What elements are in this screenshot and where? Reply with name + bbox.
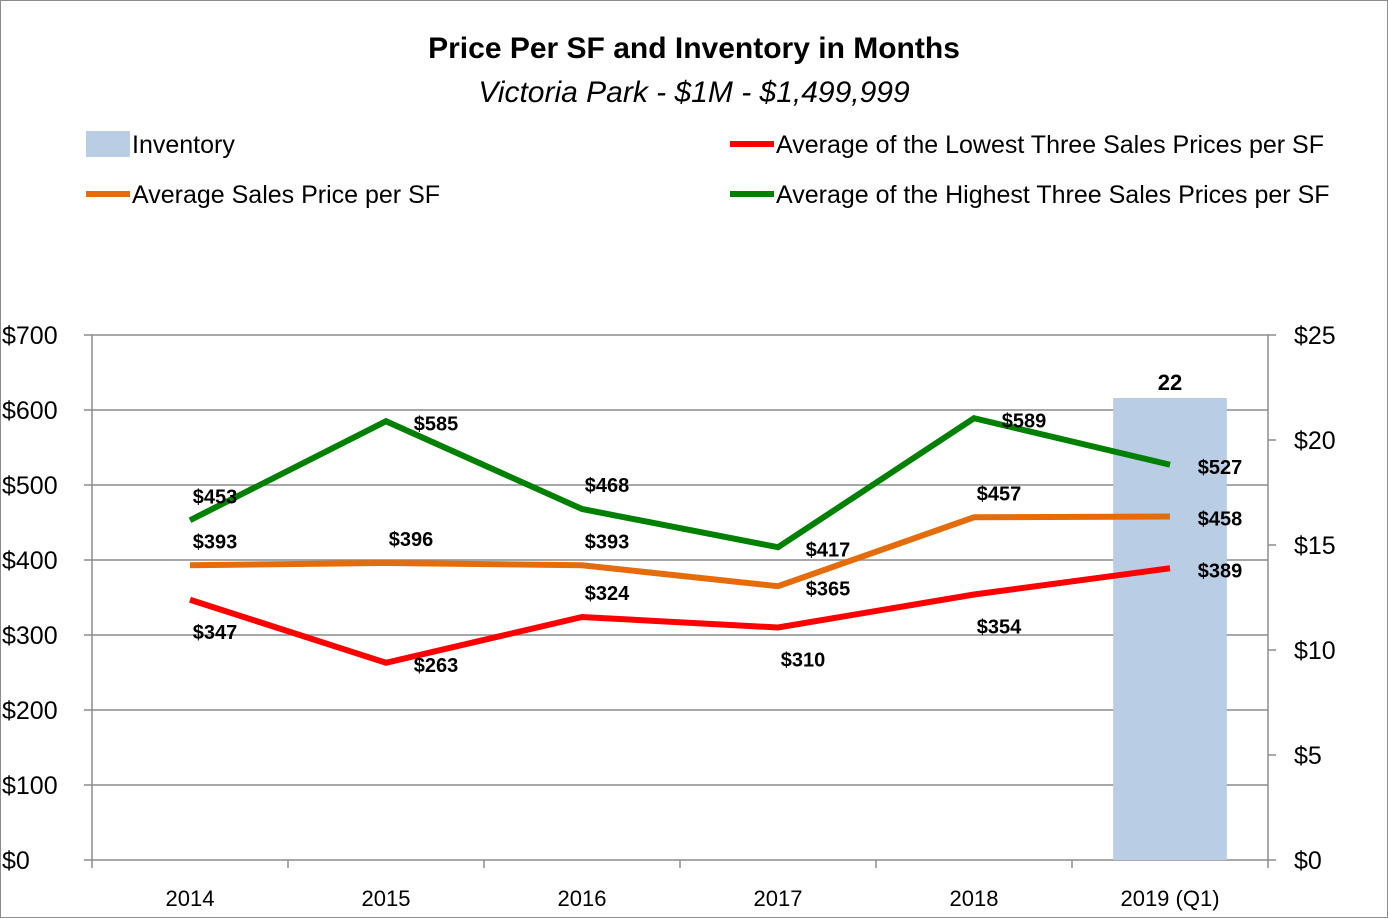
y-right-tick-label: $5 [1294,742,1322,770]
y-left-tick-label: $700 [2,322,58,350]
data-label: $263 [414,655,459,677]
y-left-tick-label: $600 [2,397,58,425]
y-right-tick-label: $0 [1294,847,1322,875]
legend-swatch-inventory [86,131,130,157]
data-label: $354 [977,617,1022,639]
y-left-tick-label: $300 [2,622,58,650]
data-label: $365 [806,578,851,600]
legend-label: Average of the Highest Three Sales Price… [776,181,1330,209]
y-left-tick-label: $500 [2,472,58,500]
data-label: $417 [806,539,851,561]
data-label: $393 [585,531,630,553]
x-tick-label: 2019 (Q1) [1120,886,1219,911]
data-labels: 22 $347 $263 $324 $310 $354 $389 $393 $396 $393 $3… [193,370,1243,677]
x-tick-label: 2017 [754,886,803,911]
y-left-tick-label: $200 [2,697,58,725]
data-label: $589 [1002,410,1047,432]
data-label: $468 [585,475,630,497]
data-label: $324 [585,583,630,605]
data-label: $458 [1198,509,1243,531]
inventory-bar [1113,398,1227,860]
inventory-bars [1113,398,1227,860]
plot-area [91,334,1269,861]
y-right-tick-label: $25 [1294,322,1336,350]
x-tick-label: 2014 [166,886,215,911]
inventory-bar-label: 22 [1158,370,1182,395]
legend-label: Average Sales Price per SF [132,181,440,209]
data-label: $389 [1198,560,1243,582]
data-label: $347 [193,622,238,644]
data-label: $585 [414,413,459,435]
y-left-tick-label: $400 [2,547,58,575]
series-line-1 [189,513,1171,590]
data-label: $396 [389,529,434,551]
axes: $0 $100 $200 $300 $400 $500 $600 $700 $0 $5 $10 $15… [2,322,1336,911]
y-right-tick-label: $10 [1294,637,1336,665]
data-label: $527 [1198,457,1243,479]
x-tick-label: 2015 [362,886,411,911]
y-left-tick-label: $0 [2,847,30,875]
x-tick-label: 2018 [950,886,999,911]
data-label: $393 [193,531,238,553]
legend: Inventory Average of the Lowest Three Sal… [86,131,1330,209]
legend-label: Average of the Lowest Three Sales Prices… [776,131,1324,159]
y-right-tick-label: $15 [1294,532,1336,560]
chart-subtitle: Victoria Park - $1M - $1,499,999 [478,76,910,109]
data-label: $453 [193,486,238,508]
legend-label: Inventory [132,131,235,159]
chart-title: Price Per SF and Inventory in Months [428,32,960,65]
data-label: $310 [781,650,826,672]
series-lines [188,415,1171,666]
series-line-2 [188,415,1171,551]
series-line-0 [189,565,1171,666]
data-label: $457 [977,483,1022,505]
y-left-tick-label: $100 [2,772,58,800]
gridlines [92,409,1268,786]
y-right-tick-label: $20 [1294,427,1336,455]
x-tick-label: 2016 [558,886,607,911]
